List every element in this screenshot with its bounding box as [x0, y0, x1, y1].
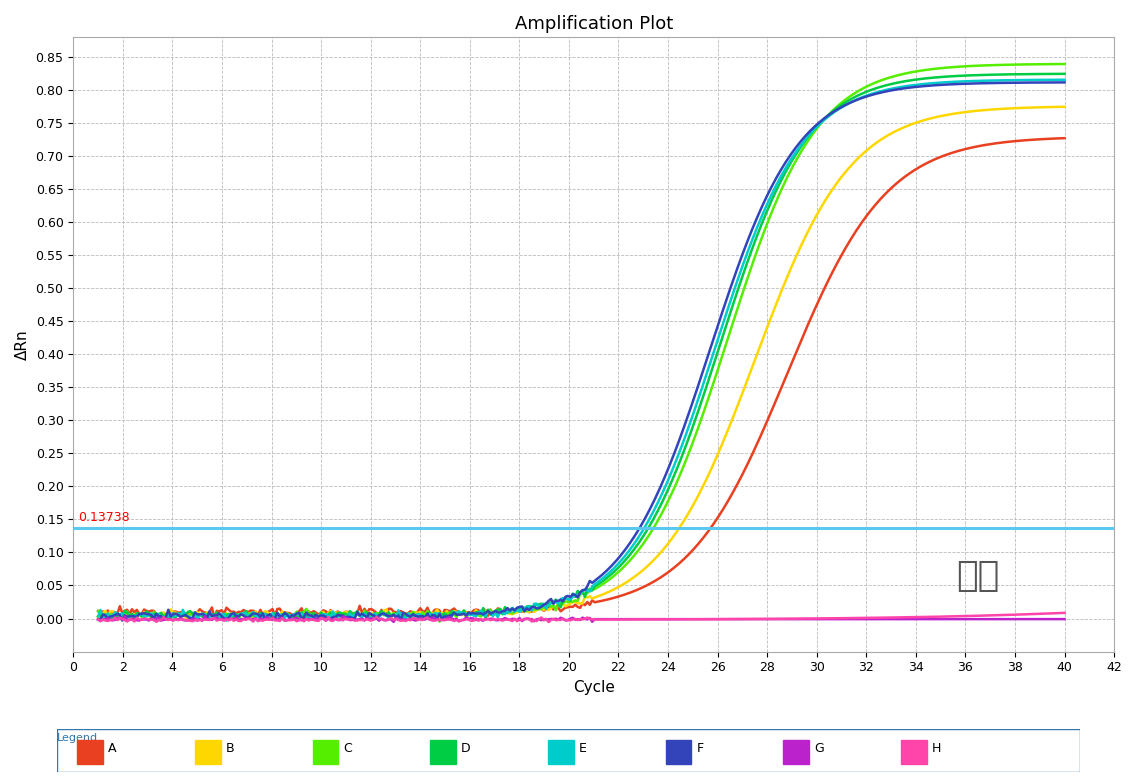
Text: 阴性: 阴性	[956, 558, 999, 593]
Text: Legend: Legend	[57, 732, 98, 743]
FancyBboxPatch shape	[902, 740, 927, 764]
FancyBboxPatch shape	[783, 740, 810, 764]
X-axis label: Cycle: Cycle	[573, 680, 615, 695]
Text: F: F	[697, 742, 704, 755]
FancyBboxPatch shape	[666, 740, 691, 764]
FancyBboxPatch shape	[548, 740, 574, 764]
Text: G: G	[814, 742, 824, 755]
FancyBboxPatch shape	[313, 740, 339, 764]
FancyBboxPatch shape	[431, 740, 456, 764]
FancyBboxPatch shape	[196, 740, 221, 764]
Text: H: H	[932, 742, 941, 755]
Text: D: D	[462, 742, 471, 755]
Text: C: C	[343, 742, 352, 755]
FancyBboxPatch shape	[77, 740, 103, 764]
Text: 0.13738: 0.13738	[78, 511, 130, 524]
Y-axis label: ΔRn: ΔRn	[15, 329, 30, 360]
Text: B: B	[225, 742, 234, 755]
Title: Amplification Plot: Amplification Plot	[515, 15, 673, 33]
Text: A: A	[108, 742, 116, 755]
Text: E: E	[579, 742, 587, 755]
